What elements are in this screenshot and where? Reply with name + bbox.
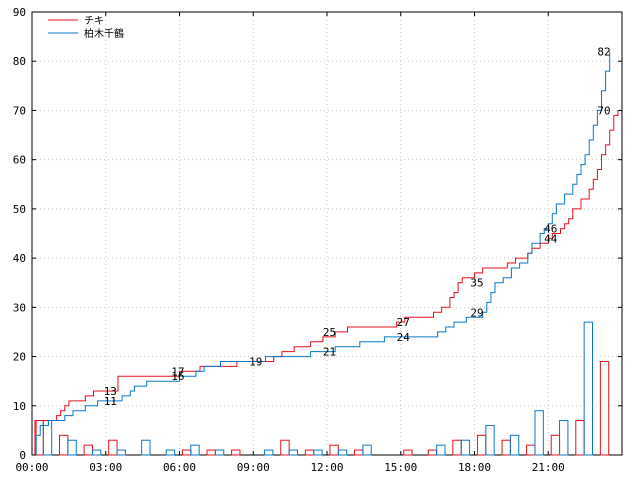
bar-chizuru [559,420,569,456]
bar-chizuru [313,449,323,456]
bar-chiki [280,439,290,456]
bar-chizuru [485,424,495,456]
bar-chiki [108,439,118,456]
bar-chiki [181,449,192,456]
bar-chiki [304,449,315,456]
bar-chiki [476,434,487,456]
y-tick-label: 50 [13,203,26,216]
data-label-chizuru: 19 [249,355,262,368]
bar-chizuru [214,449,225,456]
bar-chizuru [91,449,102,456]
bar-chiki [403,449,413,456]
y-tick-label: 90 [13,6,26,19]
bar-chizuru [362,444,372,456]
bar-chiki [526,444,536,456]
x-tick-label: 15:00 [384,461,417,474]
bar-chiki [354,449,364,456]
bar-chiki [231,449,241,456]
data-label-chizuru: 21 [323,346,336,359]
y-tick-label: 60 [13,154,26,167]
bar-chizuru [534,410,544,456]
data-labels: 13 17 25 27 35 44 70 11 16 19 21 24 29 46 82 [104,45,611,407]
bar-chiki [550,434,561,456]
y-tick-label: 80 [13,55,26,68]
bar-chizuru [141,439,151,456]
series-line-chiki [32,110,619,456]
x-tick-label: 03:00 [89,461,122,474]
bar-chizuru [583,321,593,456]
bar-chizuru [337,449,348,456]
legend-label-chizuru: 柏木千鶴 [84,27,124,40]
x-tick-label: 09:00 [237,461,270,474]
series-lines [32,51,619,456]
bar-chizuru [165,449,176,456]
bar-chiki [83,444,93,456]
data-label-chiki: 13 [104,385,117,398]
bar-chiki [206,449,216,456]
y-tick-label: 30 [13,301,26,314]
data-label-chizuru: 29 [470,306,483,319]
bar-chizuru [190,444,200,456]
x-tick-label: 06:00 [163,461,196,474]
bar-chizuru [288,449,298,456]
data-label-chiki: 27 [397,316,410,329]
data-label-chizuru: 11 [104,395,117,408]
data-label-chiki: 35 [470,277,483,290]
y-tick-label: 20 [13,351,26,364]
bar-chiki [59,434,69,456]
bar-chizuru [67,439,77,456]
x-tick-label: 00:00 [15,461,48,474]
grid [32,12,622,455]
bar-chiki [501,439,511,456]
y-tick-label: 40 [13,252,26,265]
bar-chiki [599,360,610,456]
data-label-chizuru: 46 [544,223,557,236]
data-label-chiki: 25 [323,326,336,339]
bar-chizuru [264,449,274,456]
x-tick-label: 18:00 [458,461,491,474]
bar-chizuru [509,434,520,456]
bar-chizuru [436,444,446,456]
data-label-chizuru: 82 [597,45,610,58]
bar-chiki [329,444,339,456]
bar-chiki [575,420,585,456]
data-label-chiki: 44 [544,232,558,245]
data-label-chizuru: 24 [397,331,411,344]
bar-chiki [427,449,438,456]
y-tick-label: 70 [13,104,26,117]
data-label-chizuru: 16 [171,370,184,383]
axes: 0 10 20 30 40 50 60 70 80 90 00:00 03:00 06:00 09:00 1… [13,6,622,474]
data-label-chiki: 17 [171,365,184,378]
x-tick-label: 12:00 [310,461,343,474]
bar-chiki [452,439,462,456]
data-label-chiki: 70 [597,104,610,117]
x-tick-label: 21:00 [532,461,565,474]
series-line-chizuru [32,51,611,456]
y-tick-label: 0 [19,449,26,462]
y-tick-label: 10 [13,400,26,413]
bar-chizuru [460,439,471,456]
bar-chizuru [116,449,126,456]
legend: チキ 柏木千鶴 [48,15,124,40]
legend-label-chiki: チキ [84,15,104,27]
